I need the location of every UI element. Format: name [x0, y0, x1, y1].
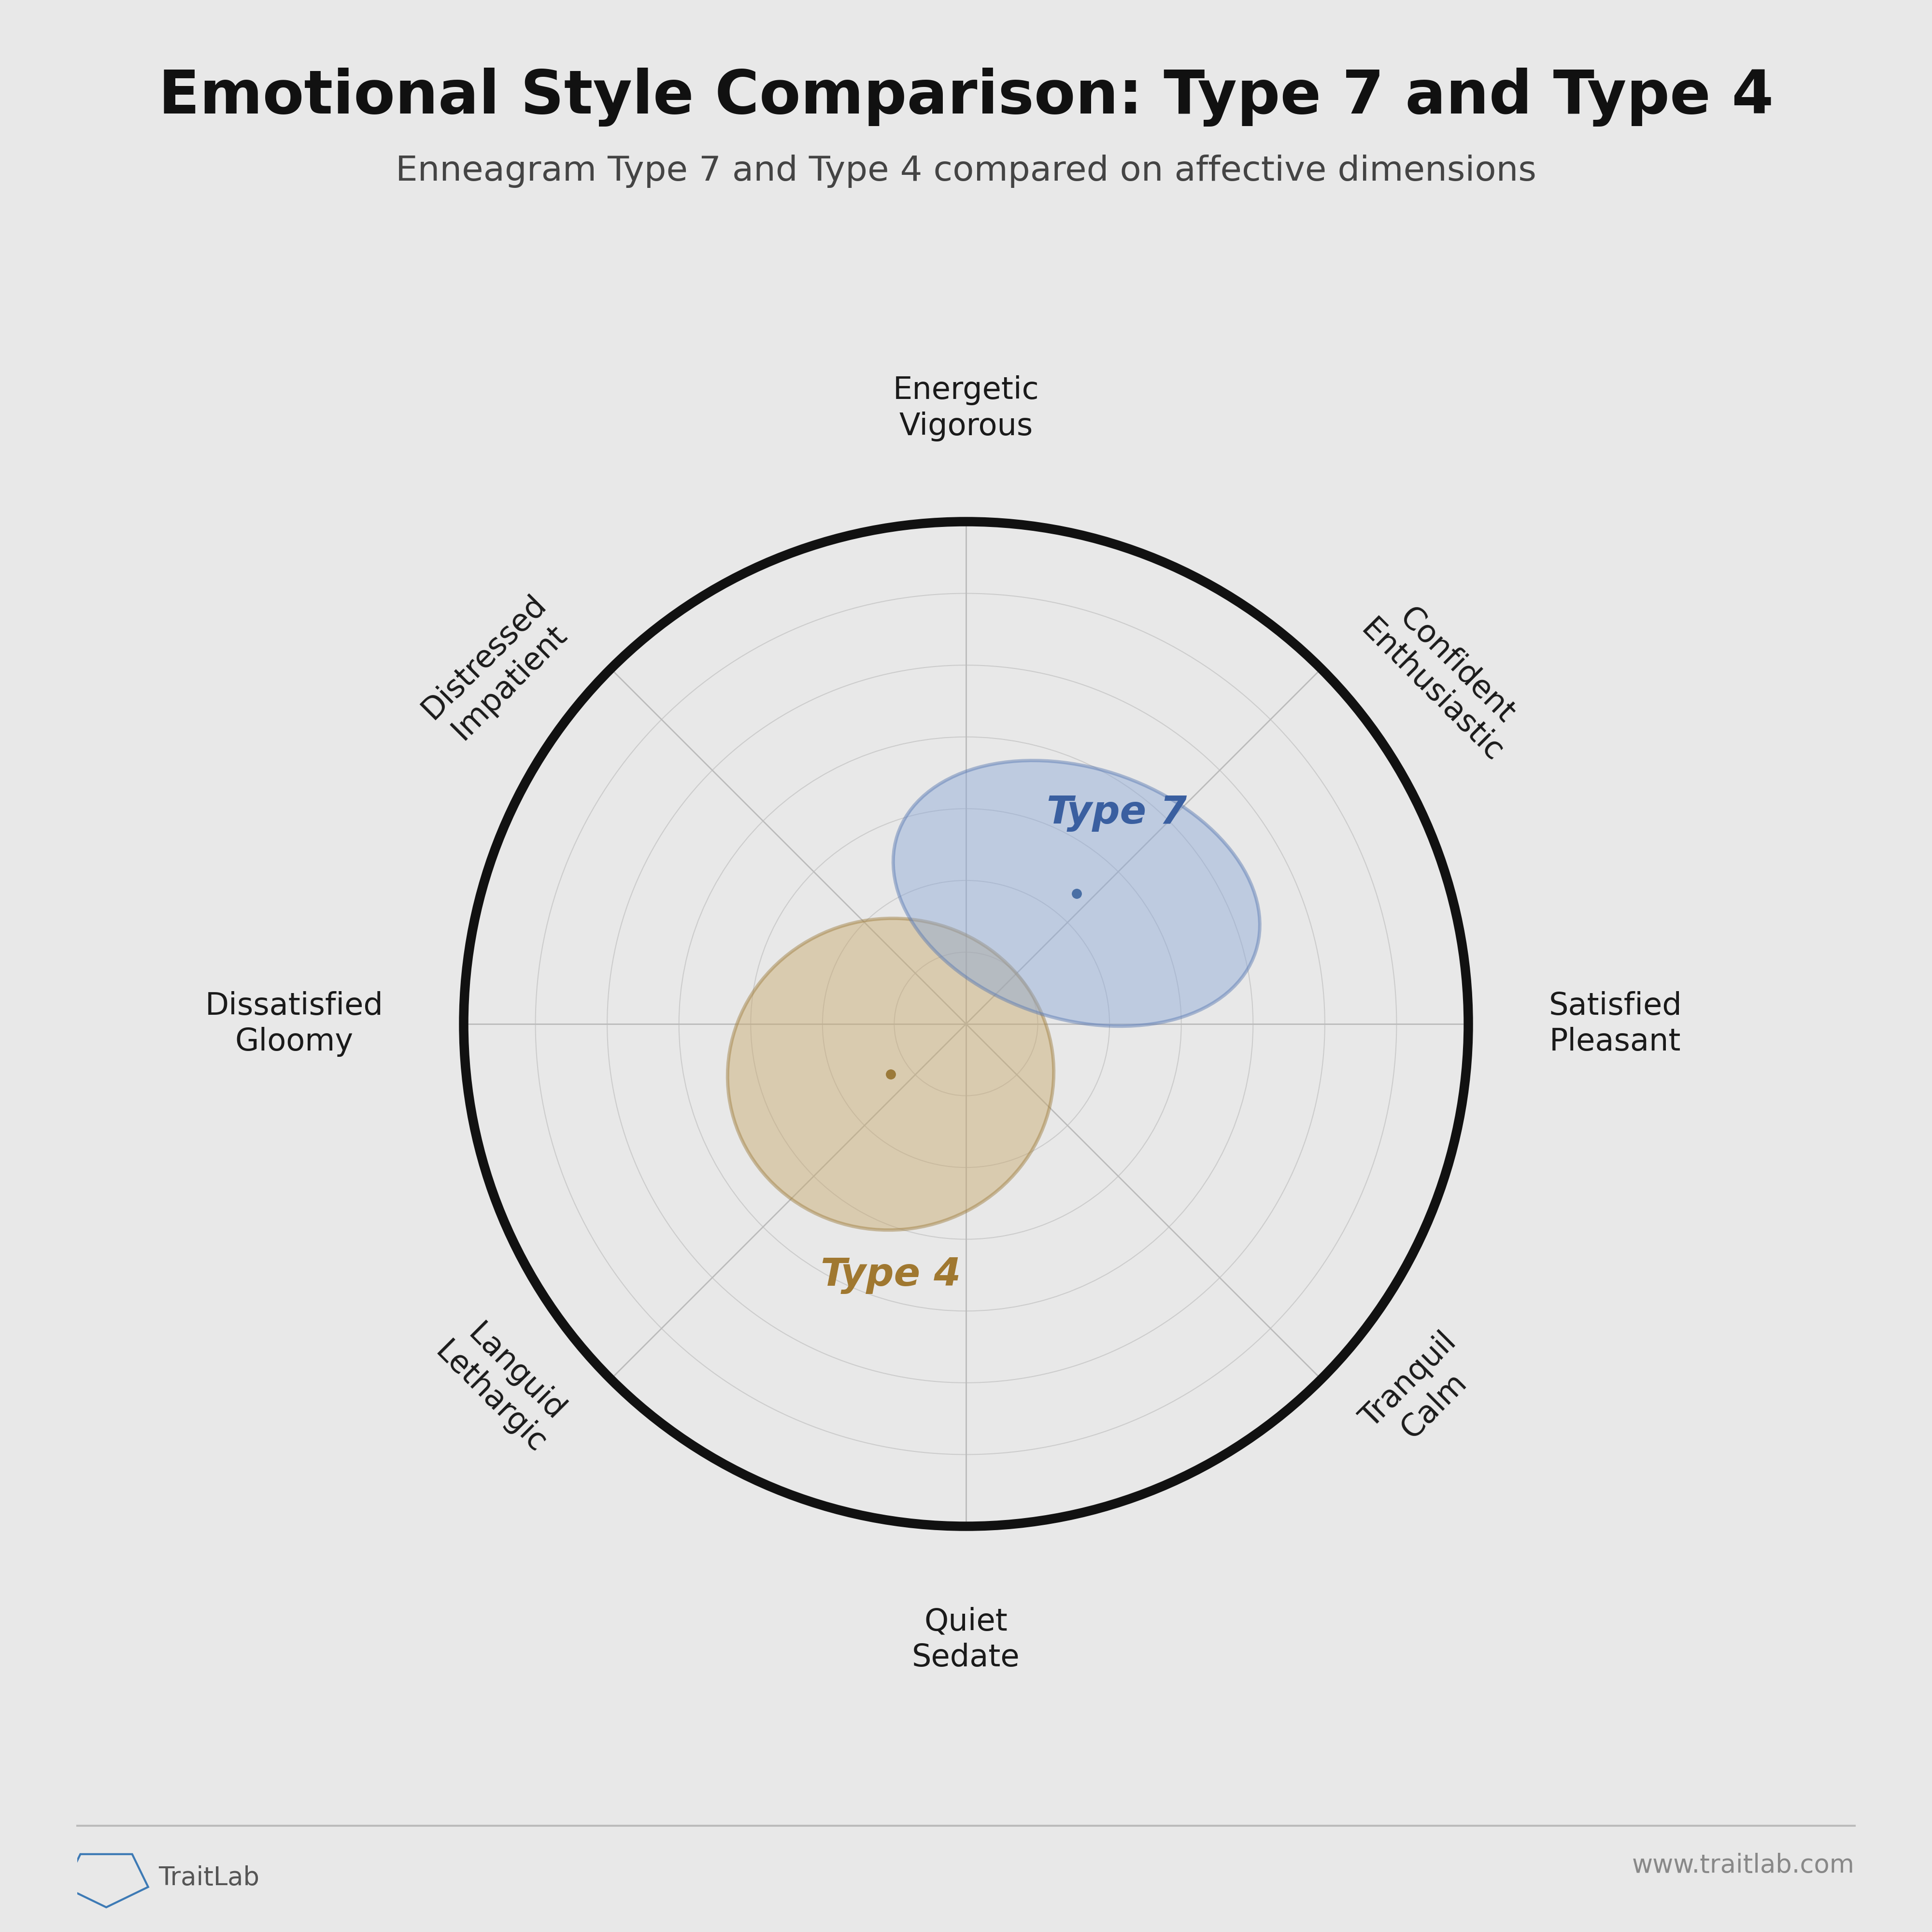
- Text: TraitLab: TraitLab: [158, 1866, 259, 1889]
- Ellipse shape: [728, 918, 1053, 1231]
- Text: www.traitlab.com: www.traitlab.com: [1633, 1853, 1855, 1878]
- Text: Type 7: Type 7: [1047, 794, 1186, 833]
- Text: Distressed
Impatient: Distressed Impatient: [415, 589, 578, 750]
- Text: Emotional Style Comparison: Type 7 and Type 4: Emotional Style Comparison: Type 7 and T…: [158, 68, 1774, 128]
- Text: Languid
Lethargic: Languid Lethargic: [429, 1312, 578, 1459]
- Text: Energetic
Vigorous: Energetic Vigorous: [893, 375, 1039, 440]
- Text: Tranquil
Calm: Tranquil Calm: [1354, 1327, 1488, 1459]
- Text: Quiet
Sedate: Quiet Sedate: [912, 1607, 1020, 1673]
- Text: Enneagram Type 7 and Type 4 compared on affective dimensions: Enneagram Type 7 and Type 4 compared on …: [396, 155, 1536, 187]
- Text: Dissatisfied
Gloomy: Dissatisfied Gloomy: [205, 991, 383, 1057]
- Text: Confident
Enthusiastic: Confident Enthusiastic: [1354, 589, 1534, 767]
- Text: Type 4: Type 4: [821, 1256, 960, 1294]
- Text: Satisfied
Pleasant: Satisfied Pleasant: [1549, 991, 1683, 1057]
- Ellipse shape: [893, 761, 1260, 1026]
